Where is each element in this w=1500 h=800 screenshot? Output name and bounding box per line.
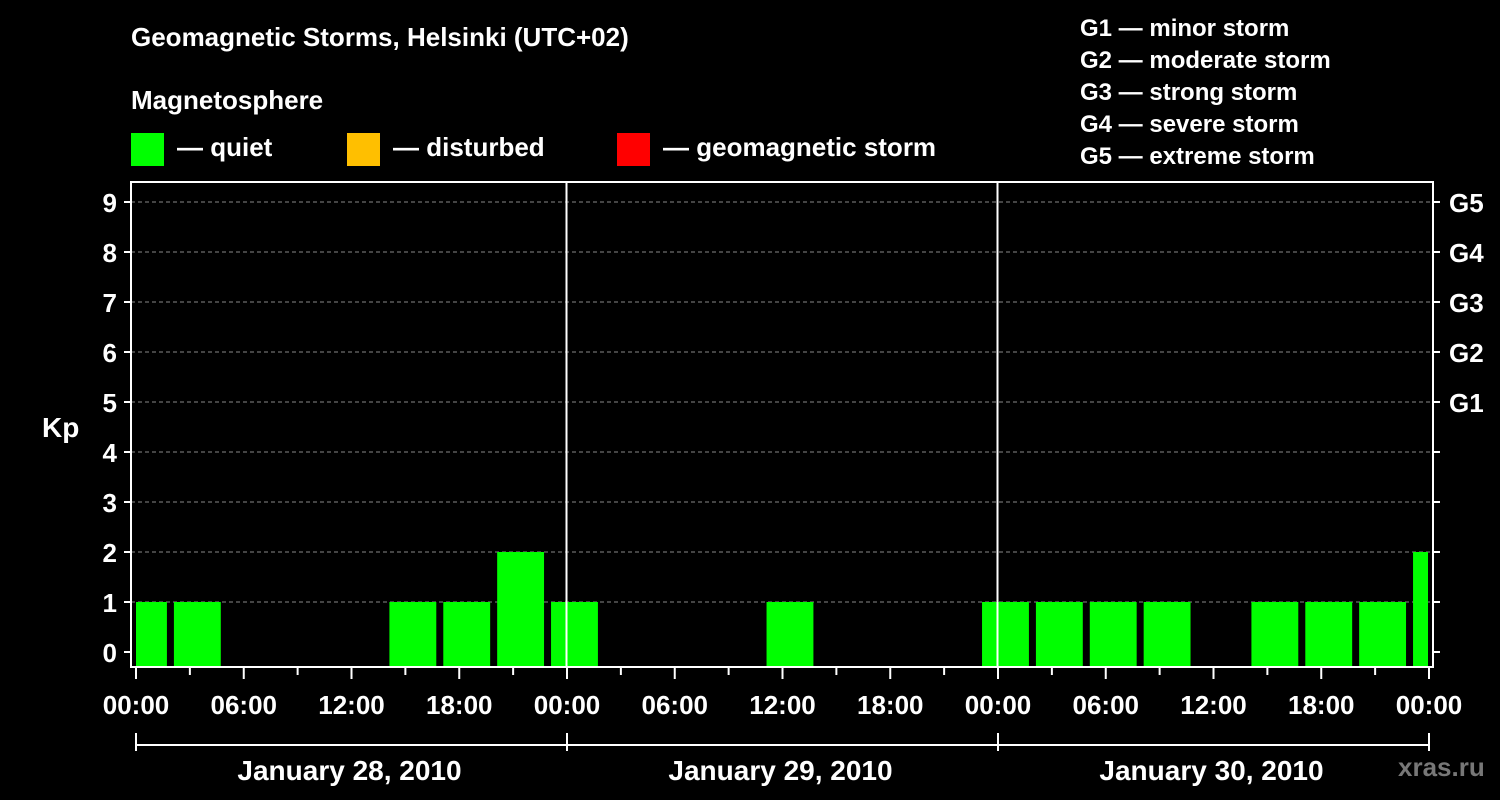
watermark: xras.ru — [1398, 752, 1485, 782]
storm-scale-legend: G1 — minor storm G2 — moderate storm G3 … — [1080, 13, 1331, 173]
kp-bar — [551, 602, 598, 667]
storm-scale-g5: G5 — extreme storm — [1080, 143, 1315, 170]
y-tick-label: 0 — [103, 638, 117, 668]
kp-bar — [443, 602, 491, 667]
kp-bar — [136, 602, 167, 667]
x-tick-label: 18:00 — [426, 690, 493, 720]
x-tick-label: 00:00 — [103, 690, 170, 720]
storm-scale-g2: G2 — moderate storm — [1080, 47, 1331, 74]
storm-scale-g1: G1 — minor storm — [1080, 15, 1290, 42]
kp-bar — [1413, 552, 1428, 667]
plot-frame — [130, 181, 1434, 668]
x-tick-label: 12:00 — [318, 690, 385, 720]
storm-level-label: G3 — [1449, 288, 1484, 318]
chart-title: Geomagnetic Storms, Helsinki (UTC+02) — [131, 22, 629, 52]
kp-bar — [1251, 602, 1299, 667]
y-tick-label: 4 — [103, 438, 118, 468]
x-tick-label: 06:00 — [642, 690, 709, 720]
x-tick-label: 00:00 — [534, 690, 601, 720]
storm-level-label: G4 — [1449, 238, 1484, 268]
x-tick-label: 12:00 — [1180, 690, 1247, 720]
y-axis-label: Kp — [42, 412, 80, 443]
kp-bar — [389, 602, 437, 667]
legend-label-disturbed: — disturbed — [393, 132, 545, 162]
x-tick-label: 18:00 — [1288, 690, 1355, 720]
legend-swatch-storm — [617, 133, 650, 166]
y-tick-label: 8 — [103, 238, 117, 268]
x-tick-label: 12:00 — [749, 690, 816, 720]
kp-bar — [1035, 602, 1083, 667]
y-tick-label: 2 — [103, 538, 117, 568]
kp-bar — [173, 602, 221, 667]
legend-label-quiet: — quiet — [177, 132, 273, 162]
kp-bar — [982, 602, 1029, 667]
storm-level-label: G1 — [1449, 388, 1484, 418]
chart-subtitle: Magnetosphere — [131, 85, 324, 115]
x-tick-label: 00:00 — [1396, 690, 1463, 720]
kp-bar — [1359, 602, 1407, 667]
storm-level-label: G2 — [1449, 338, 1484, 368]
kp-bar — [497, 552, 545, 667]
storm-scale-g3: G3 — strong storm — [1080, 79, 1298, 106]
x-tick-label: 18:00 — [857, 690, 924, 720]
kp-bar — [1305, 602, 1353, 667]
x-tick-label: 06:00 — [1073, 690, 1140, 720]
y-tick-label: 1 — [103, 588, 117, 618]
kp-bar — [1089, 602, 1137, 667]
legend-swatch-quiet — [131, 133, 164, 166]
day-label: January 29, 2010 — [668, 755, 892, 786]
day-label: January 28, 2010 — [237, 755, 461, 786]
kp-bar — [1143, 602, 1191, 667]
storm-level-label: G5 — [1449, 188, 1484, 218]
x-tick-label: 00:00 — [965, 690, 1032, 720]
y-tick-label: 5 — [103, 388, 117, 418]
y-tick-label: 9 — [103, 188, 117, 218]
y-tick-label: 3 — [103, 488, 117, 518]
legend-label-storm: — geomagnetic storm — [663, 132, 937, 162]
storm-scale-g4: G4 — severe storm — [1080, 111, 1299, 138]
kp-bar — [766, 602, 814, 667]
y-tick-label: 6 — [103, 338, 117, 368]
y-tick-label: 7 — [103, 288, 117, 318]
x-tick-label: 06:00 — [211, 690, 278, 720]
legend-swatch-disturbed — [347, 133, 380, 166]
day-label: January 30, 2010 — [1099, 755, 1323, 786]
